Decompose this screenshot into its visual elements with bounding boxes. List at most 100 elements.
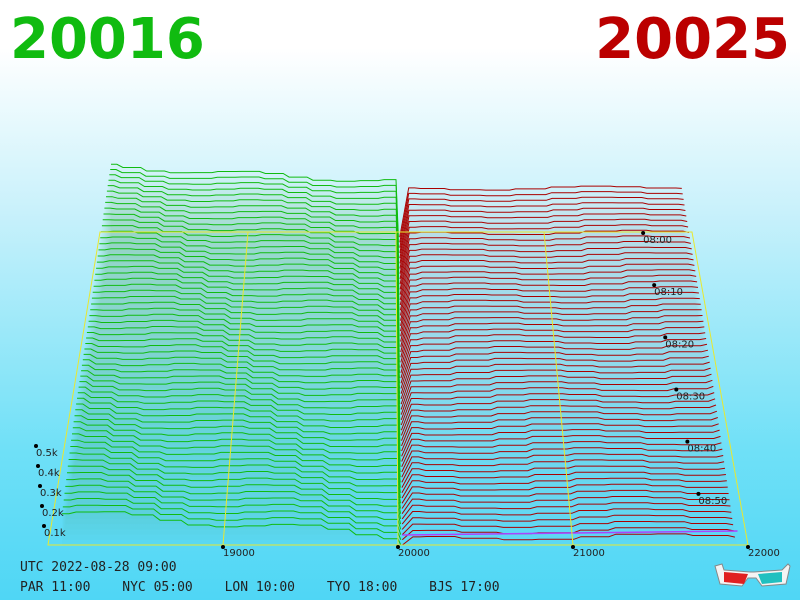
- bid-depth-line: [85, 343, 401, 399]
- ask-depth-line: [400, 343, 708, 384]
- bid-depth-line: [63, 498, 402, 535]
- ask-depth-line: [400, 320, 704, 363]
- ask-depth-line: [402, 533, 736, 546]
- timezone-lon: LON 10:00: [224, 580, 296, 595]
- bid-depth-line: [94, 277, 400, 342]
- ask-depth-line: [399, 218, 688, 269]
- ask-depth-line: [399, 235, 691, 285]
- bid-depth-line: [91, 301, 400, 363]
- ask-depth-line: [400, 274, 697, 321]
- bid-depth-line: [84, 348, 401, 405]
- x-tick-dot: [221, 545, 225, 549]
- time-tick-dot: [696, 491, 701, 496]
- x-tick-label: 21000: [573, 548, 605, 559]
- bid-depth-line: [82, 359, 401, 415]
- y-tick-dot: [40, 504, 44, 508]
- floor-frame: [47, 231, 749, 546]
- bid-depth-line: [101, 230, 400, 300]
- ask-depth-line: [399, 263, 695, 311]
- bid-depth-line: [65, 484, 402, 525]
- bid-depth-line: [70, 446, 401, 493]
- bid-depth-line: [110, 169, 399, 243]
- timezone-nyc: NYC 05:00: [122, 580, 193, 595]
- bid-depth-line: [79, 381, 401, 436]
- bid-depth-line: [106, 196, 400, 269]
- ask-depth-line: [399, 213, 687, 264]
- ask-depth-line: [401, 521, 734, 535]
- ask-depth-line: [400, 385, 714, 420]
- x-tick-label: 20000: [398, 548, 430, 559]
- bid-depth-line: [77, 397, 401, 452]
- ask-depth-line: [401, 465, 726, 488]
- bid-depth-line: [95, 271, 400, 337]
- bid-depth-line: [69, 452, 401, 499]
- bid-depth-line: [91, 295, 400, 358]
- bid-price: 20016: [10, 7, 205, 72]
- price-grid-line: [395, 231, 399, 546]
- bid-depth-line: [92, 289, 400, 353]
- utc-time: UTC 2022-08-28 09:00: [20, 560, 177, 575]
- ask-depth-line: [400, 379, 713, 415]
- y-tick-dot: [34, 444, 38, 448]
- bid-depth-line: [90, 307, 400, 368]
- bid-depth-line: [106, 190, 400, 264]
- bid-depth-line: [103, 213, 400, 285]
- y-tick-label: 0.5k: [36, 448, 58, 459]
- ask-depth-line: [401, 502, 731, 520]
- bid-depth-line: [75, 409, 401, 462]
- x-tick-dot: [746, 545, 750, 549]
- ask-price: 20025: [595, 7, 790, 72]
- timezone-par: PAR 11:00: [20, 580, 91, 595]
- bid-depth-line: [107, 185, 400, 259]
- ask-depth-line: [399, 258, 694, 306]
- bid-depth-line: [81, 370, 401, 426]
- bid-depth-line: [77, 392, 401, 446]
- ask-depth-line: [400, 373, 712, 410]
- ask-depth-line: [400, 355, 709, 394]
- ask-depth-line: [400, 315, 703, 358]
- time-tick-label: 08:40: [687, 444, 716, 455]
- ask-depth-line: [401, 514, 733, 530]
- timezone-row: PAR 11:00 NYC 05:00 LON 10:00 TYO 18:00 …: [20, 580, 524, 595]
- bid-depth-line: [62, 504, 402, 540]
- bid-depth-line: [101, 225, 400, 295]
- bid-depth-line: [100, 236, 400, 306]
- bid-depth-line: [78, 386, 401, 441]
- ask-depth-line: [399, 191, 683, 243]
- x-tick-dot: [571, 545, 575, 549]
- y-tick-label: 0.3k: [40, 488, 62, 499]
- price-grid-line: [222, 231, 249, 546]
- ask-depth-line: [399, 241, 691, 290]
- y-tick-label: 0.2k: [42, 508, 64, 519]
- ask-depth-line: [401, 489, 729, 509]
- time-tick-dot: [685, 439, 690, 444]
- ask-depth-line: [400, 303, 701, 347]
- x-tick-label: 22000: [748, 548, 780, 559]
- x-tick-dot: [396, 545, 400, 549]
- bid-depth-line: [86, 337, 401, 394]
- ask-depth-line: [399, 202, 685, 253]
- y-tick-label: 0.1k: [44, 528, 66, 539]
- time-tick-dot: [674, 387, 679, 392]
- bid-depth-line: [88, 319, 400, 379]
- 3d-glasses-icon[interactable]: [712, 560, 792, 592]
- ask-depth-line: [401, 477, 727, 499]
- bid-depth-line: [67, 465, 401, 509]
- bid-depth-line: [108, 179, 399, 253]
- y-tick-dot: [38, 484, 42, 488]
- time-tick-dot: [641, 231, 646, 235]
- time-tick-label: 08:20: [665, 339, 694, 350]
- time-tick-dot: [652, 283, 657, 288]
- ask-depth-line: [399, 229, 690, 279]
- bid-depth-line: [66, 478, 402, 520]
- bid-depth-line: [99, 242, 400, 311]
- ask-depth-line: [400, 332, 706, 374]
- ask-depth-line: [401, 471, 726, 494]
- bid-depth-line: [67, 472, 402, 514]
- ask-depth-line: [401, 483, 728, 504]
- ask-depth-line: [400, 326, 705, 368]
- bid-depth-line: [81, 364, 401, 420]
- price-grid-line: [543, 231, 574, 546]
- bid-depth-line: [76, 403, 401, 457]
